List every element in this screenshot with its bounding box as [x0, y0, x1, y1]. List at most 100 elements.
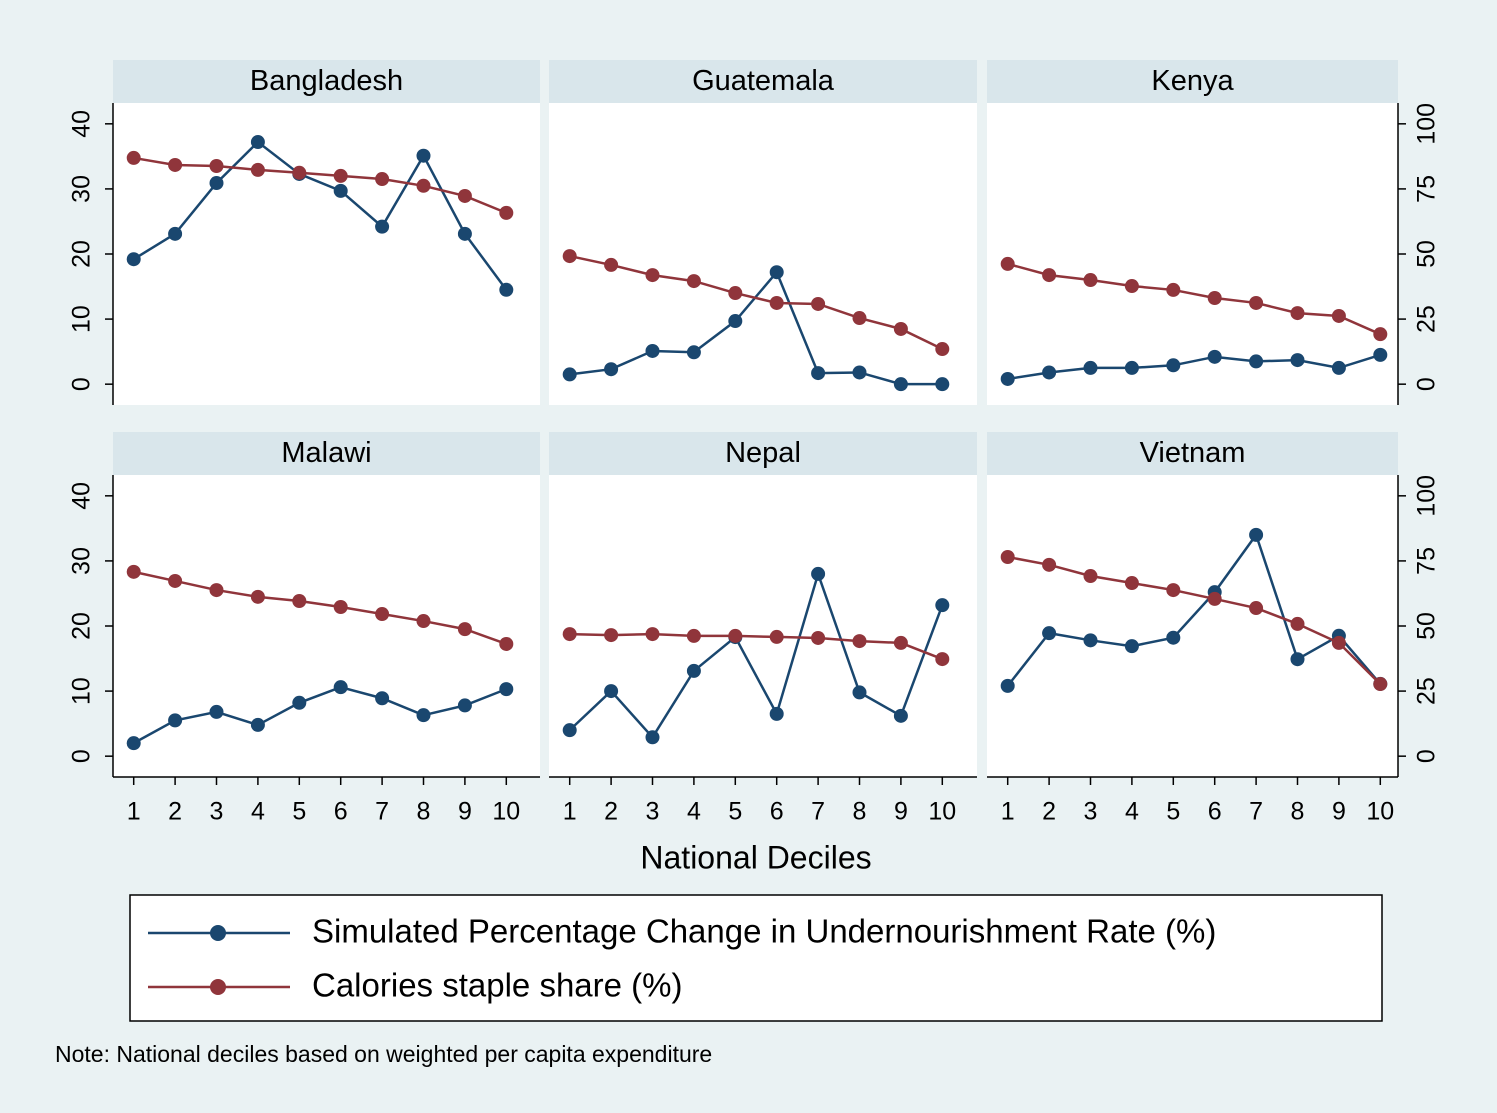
data-point [1373, 347, 1388, 362]
y2-tick-label: 50 [1413, 240, 1441, 268]
series-line [133, 685, 507, 745]
data-point [893, 708, 908, 723]
data-point [292, 165, 307, 180]
data-point [1042, 557, 1057, 572]
y-tick-label: 40 [68, 482, 96, 510]
x-tick-label: 5 [292, 798, 306, 826]
data-point [1042, 626, 1057, 641]
series-line [133, 156, 507, 215]
data-point [645, 627, 660, 642]
panel-header [987, 60, 1398, 103]
y2-tick-label: 100 [1413, 475, 1441, 517]
data-point [935, 598, 950, 613]
series-line [569, 632, 943, 661]
data-point [1083, 360, 1098, 375]
plot-area [549, 103, 977, 405]
x-tick-label: 3 [646, 798, 660, 826]
data-point [1331, 360, 1346, 375]
data-point [1373, 677, 1388, 692]
data-point [1042, 365, 1057, 380]
y-tick-label: 40 [68, 110, 96, 138]
plot-area [987, 475, 1398, 777]
data-point [250, 135, 265, 150]
panel-header [987, 432, 1398, 475]
data-point [893, 635, 908, 650]
y-tick-label: 20 [68, 240, 96, 268]
data-point [811, 630, 826, 645]
data-point [457, 698, 472, 713]
x-tick-label: 9 [1332, 798, 1346, 826]
x-tick-label: 6 [770, 798, 784, 826]
note: Note: National deciles based on weighted… [55, 1041, 712, 1067]
legend-label: Simulated Percentage Change in Undernour… [312, 913, 1216, 950]
data-point [375, 607, 390, 622]
data-point [1000, 371, 1015, 386]
x-tick-label: 10 [928, 798, 956, 826]
x-tick-label: 1 [1001, 798, 1015, 826]
data-point [852, 365, 867, 380]
data-point [209, 704, 224, 719]
data-point [935, 652, 950, 667]
panel-header [549, 432, 977, 475]
data-point [1124, 576, 1139, 591]
data-point [686, 628, 701, 643]
legend [129, 894, 1383, 1022]
data-point [375, 172, 390, 187]
data-point [209, 159, 224, 174]
panel-title: Kenya [1151, 65, 1234, 97]
data-point [645, 730, 660, 745]
data-point [645, 343, 660, 358]
data-point [457, 622, 472, 637]
data-point [852, 634, 867, 649]
data-point [811, 366, 826, 381]
data-point [686, 345, 701, 360]
x-tick-label: 6 [1208, 798, 1222, 826]
data-point [499, 682, 514, 697]
data-point [1166, 282, 1181, 297]
y-tick-label: 10 [68, 305, 96, 333]
data-point [604, 362, 619, 377]
y2-tick-label: 25 [1413, 677, 1441, 705]
panel-title: Bangladesh [250, 65, 403, 97]
data-point [1249, 601, 1264, 616]
series-line [568, 569, 944, 740]
y-tick-label: 30 [68, 547, 96, 575]
series-line [569, 269, 943, 386]
legend-marker [210, 925, 226, 941]
data-point [499, 205, 514, 220]
panel-title: Guatemala [692, 65, 835, 97]
data-point [1083, 569, 1098, 584]
data-point [686, 663, 701, 678]
data-point [811, 296, 826, 311]
x-tick-label: 10 [492, 798, 520, 826]
data-point [1331, 308, 1346, 323]
panel-header [113, 60, 540, 103]
data-point [769, 295, 784, 310]
x-tick-label: 7 [811, 798, 825, 826]
data-point [1166, 358, 1181, 373]
data-point [1083, 273, 1098, 288]
data-point [769, 265, 784, 280]
data-point [1331, 635, 1346, 650]
data-point [168, 157, 183, 172]
y2-tick-label: 75 [1413, 547, 1441, 575]
data-point [686, 274, 701, 289]
x-axis-title: National Deciles [640, 839, 871, 875]
x-tick-label: 2 [168, 798, 182, 826]
data-point [1207, 349, 1222, 364]
x-tick-label: 8 [417, 798, 431, 826]
x-tick-label: 9 [894, 798, 908, 826]
series-line [1007, 262, 1381, 336]
panel-title: Vietnam [1140, 437, 1246, 469]
data-point [168, 713, 183, 728]
x-tick-label: 2 [604, 798, 618, 826]
legend-label: Calories staple share (%) [312, 967, 682, 1004]
data-point [250, 589, 265, 604]
data-point [1249, 527, 1264, 542]
data-point [168, 573, 183, 588]
data-point [604, 684, 619, 699]
panel-title: Malawi [281, 437, 371, 469]
data-point [1124, 360, 1139, 375]
data-point [126, 564, 141, 579]
